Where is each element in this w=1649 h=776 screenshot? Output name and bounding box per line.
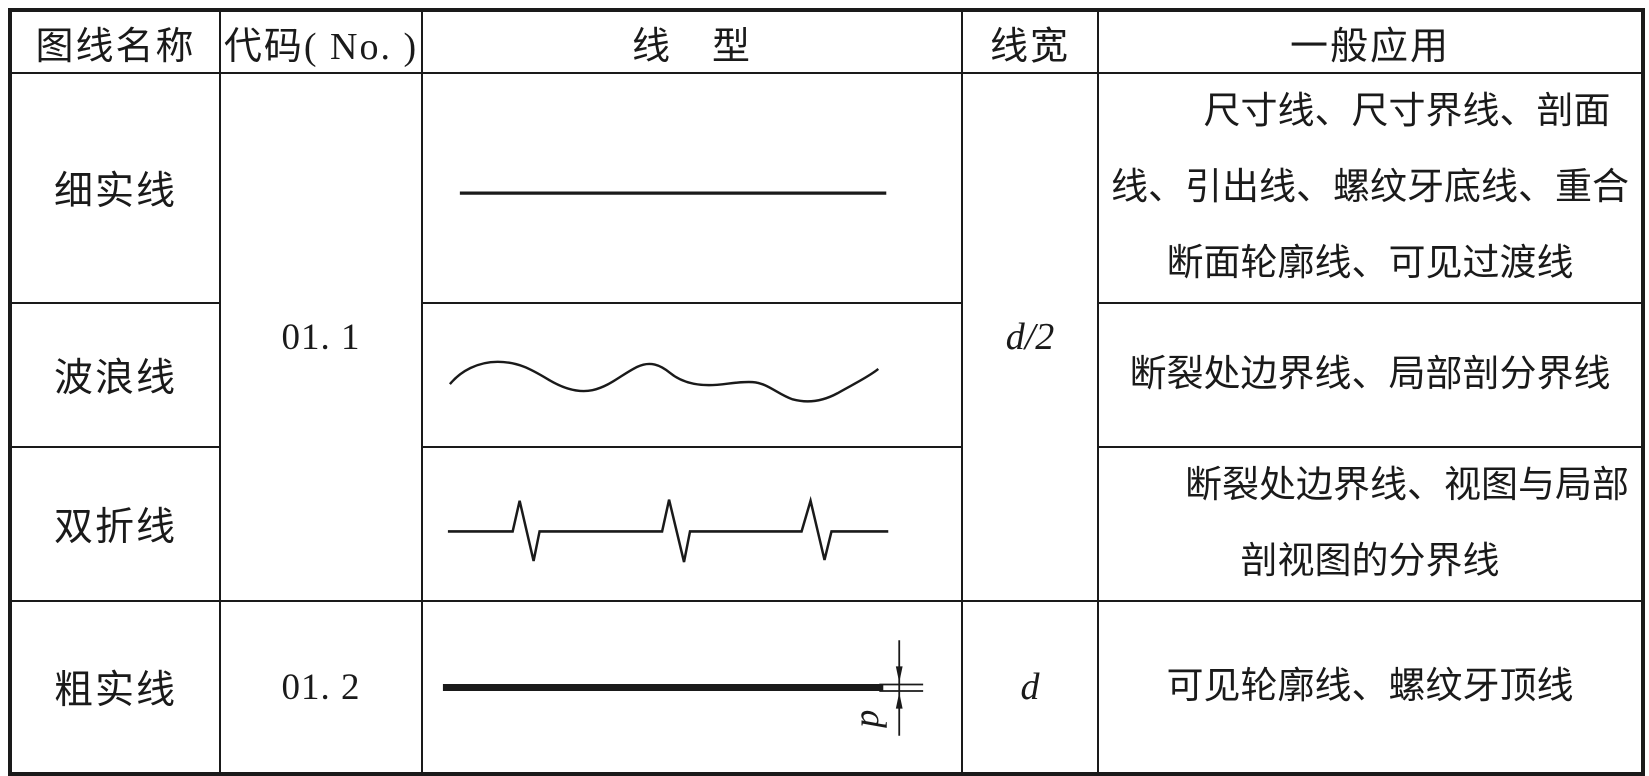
header-line-type: 线 型 [421,9,963,74]
line-name-thick-solid: 粗实线 [9,600,221,775]
line-types-table: 图线名称 代码( No. ) 线 型 线宽 一般应用 细实线 01. 1 d/2 [8,8,1645,776]
application-text: 可见轮廓线、螺纹牙顶线 [1166,666,1574,707]
application-text: 断裂处边界线、局部剖分界线 [1129,354,1611,395]
header-line-name: 图线名称 [9,9,221,74]
row-thin-solid: 细实线 01. 1 d/2 尺寸线、尺寸界线、剖面线、引出线、螺纹牙底线、重合断… [9,72,1644,602]
dimension-label-d: d [853,710,893,729]
application-thick-solid: 可见轮廓线、螺纹牙顶线 [1097,600,1644,775]
specimen-cell-wavy [421,302,963,448]
specimen-cell-zigzag [421,446,963,602]
line-name-wavy: 波浪线 [9,302,221,448]
header-application: 一般应用 [1097,9,1644,74]
application-text: 尺寸线、尺寸界线、剖面线、引出线、螺纹牙底线、重合断面轮廓线、可见过渡线 [1111,91,1629,284]
code-01-2-cell: 01. 2 [219,600,423,775]
specimen-cell-thin-solid [421,72,963,304]
application-wavy: 断裂处边界线、局部剖分界线 [1097,302,1644,448]
wavy-line-drawing [448,360,880,403]
application-text: 断裂处边界线、视图与局部剖视图的分界线 [1185,465,1629,582]
header-line-width: 线宽 [961,9,1099,74]
application-thin-solid: 尺寸线、尺寸界线、剖面线、引出线、螺纹牙底线、重合断面轮廓线、可见过渡线 [1097,72,1644,304]
row-zigzag: 双折线 断裂处边界线、视图与局部剖视图的分界线 [9,446,1644,602]
line-width-d-cell: d [961,600,1099,775]
row-thick-solid: 粗实线 01. 2 d [9,600,1644,775]
thick-solid-line-drawing: d [442,640,924,736]
thin-solid-line-drawing [459,191,887,195]
row-wavy: 波浪线 断裂处边界线、局部剖分界线 [9,302,1644,448]
dimension-arrow-up-icon [895,692,903,709]
header-row: 图线名称 代码( No. ) 线 型 线宽 一般应用 [9,9,1644,74]
dimension-arrow-down-icon [895,666,903,683]
specimen-cell-thick-solid: d [421,600,963,775]
application-zigzag: 断裂处边界线、视图与局部剖视图的分界线 [1097,446,1644,602]
code-01-1-merged-cell: 01. 1 [219,72,423,602]
header-code: 代码( No. ) [219,9,423,74]
zigzag-line-drawing [447,495,889,563]
line-name-thin-solid: 细实线 [9,72,221,304]
scanned-table-page: 图线名称 代码( No. ) 线 型 线宽 一般应用 细实线 01. 1 d/2 [8,8,1645,776]
line-width-d-half-merged-cell: d/2 [961,72,1099,602]
line-name-zigzag: 双折线 [9,446,221,602]
